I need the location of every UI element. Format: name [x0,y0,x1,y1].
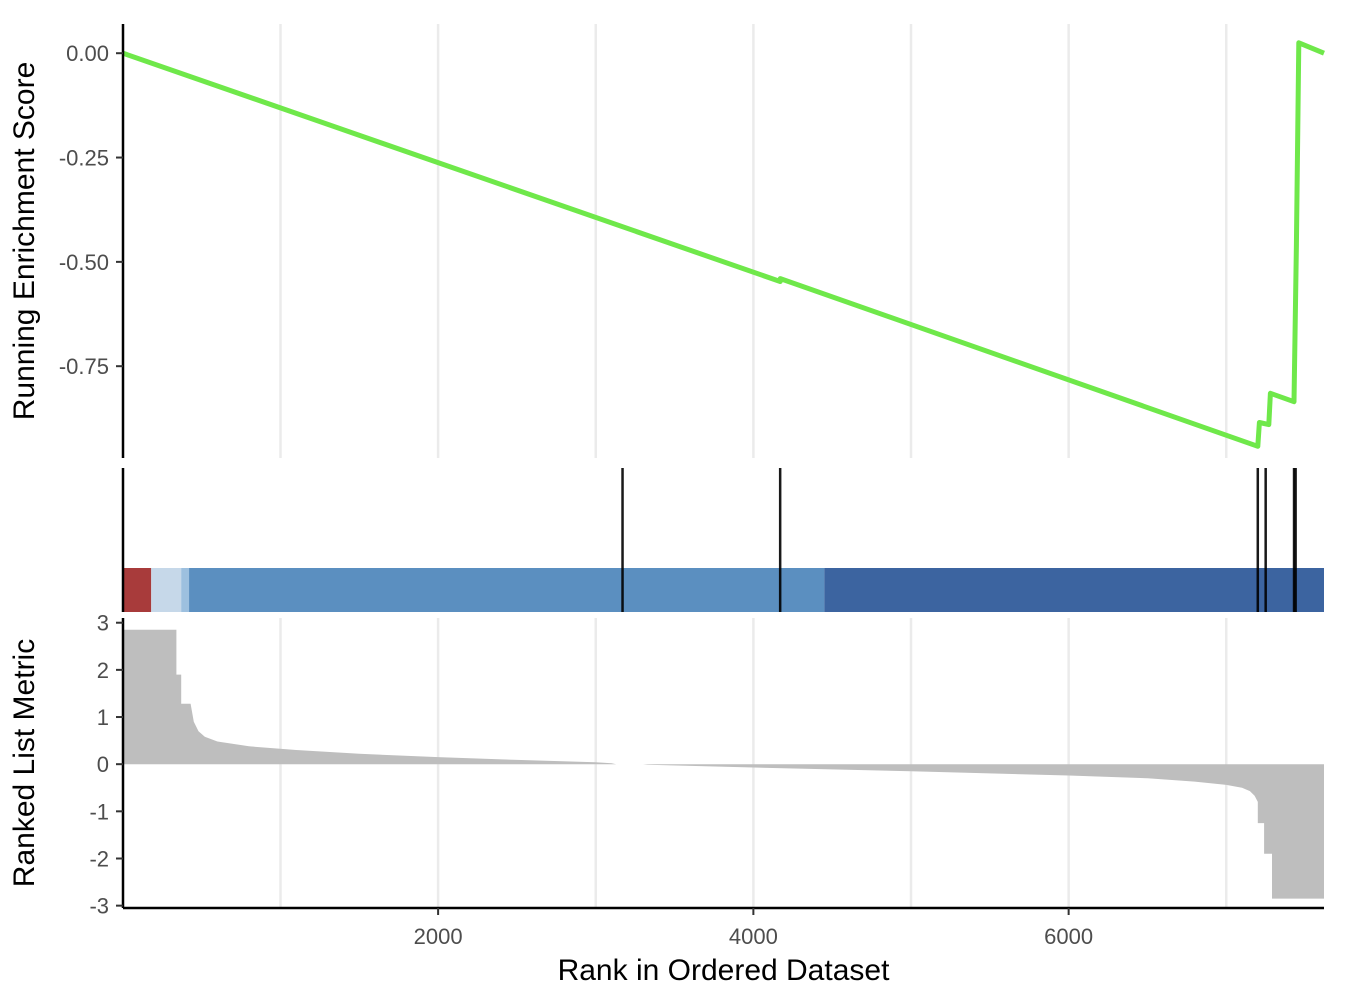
rank-color-band [824,568,1324,612]
top-y-tick-label: -0.50 [59,250,109,275]
rank-color-band [189,568,825,612]
bottom-y-tick-label: 0 [97,752,109,777]
ranked-metric-area [123,629,1324,899]
top-y-axis-title: Running Enrichment Score [8,62,41,421]
hits-panel [121,468,1324,612]
x-tick-label: 2000 [414,924,463,949]
ranked-list-panel: 3 2 1 0 -1 -2 -3 2000 4000 6000 Ranked List Metric… [8,611,1324,987]
bottom-y-tick-label: -1 [89,799,109,824]
rank-color-band [151,568,182,612]
top-y-tick-label: -0.25 [59,146,109,171]
top-y-tick-label: -0.75 [59,354,109,379]
bottom-y-axis-title: Ranked List Metric [8,639,41,887]
running-enrichment-panel: 0.00 -0.25 -0.50 -0.75 Running Enrichment Sc… [8,24,1325,458]
x-axis-title: Rank in Ordered Dataset [558,954,890,987]
enrichment-score-line [122,40,1325,449]
x-tick-label: 6000 [1044,924,1093,949]
bottom-y-tick-label: 3 [97,611,109,636]
bottom-y-tick-label: -3 [89,894,109,919]
top-y-tick-label: 0.00 [66,41,109,66]
bottom-y-tick-label: 2 [97,658,109,683]
rank-color-band [123,568,152,612]
x-tick-label: 4000 [729,924,778,949]
bottom-y-tick-label: 1 [97,705,109,730]
rank-color-band [181,568,190,612]
bottom-y-tick-label: -2 [89,846,109,871]
